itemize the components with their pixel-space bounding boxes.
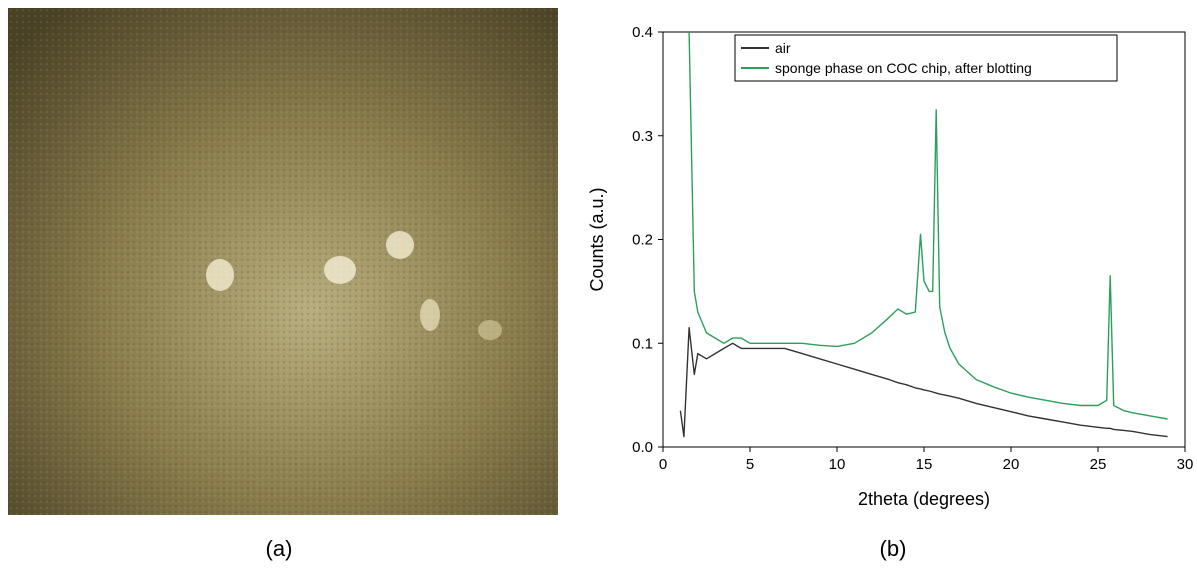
- y-tick-label: 0.2: [632, 232, 653, 249]
- x-tick-label: 5: [746, 456, 754, 473]
- x-tick-label: 10: [829, 456, 846, 473]
- series-line: [688, 31, 1168, 420]
- x-tick-label: 20: [1003, 456, 1020, 473]
- legend-label: air: [775, 40, 791, 56]
- x-axis-label: 2theta (degrees): [858, 489, 990, 509]
- x-tick-label: 30: [1177, 456, 1194, 473]
- x-tick-label: 0: [659, 456, 667, 473]
- y-axis-label: Counts (a.u.): [587, 187, 607, 291]
- legend-box: [734, 34, 1118, 82]
- y-tick-label: 0.1: [632, 335, 653, 352]
- x-tick-label: 25: [1090, 456, 1107, 473]
- panel-label: (b): [880, 536, 907, 561]
- series-line: [679, 327, 1168, 438]
- panel-label: (a): [266, 536, 293, 561]
- legend-label: sponge phase on COC chip, after blotting: [775, 60, 1032, 76]
- micrograph: [8, 8, 558, 515]
- x-tick-label: 15: [916, 456, 933, 473]
- y-tick-label: 0.3: [632, 128, 653, 145]
- y-tick-label: 0.0: [632, 439, 653, 456]
- y-tick-label: 0.4: [632, 24, 653, 41]
